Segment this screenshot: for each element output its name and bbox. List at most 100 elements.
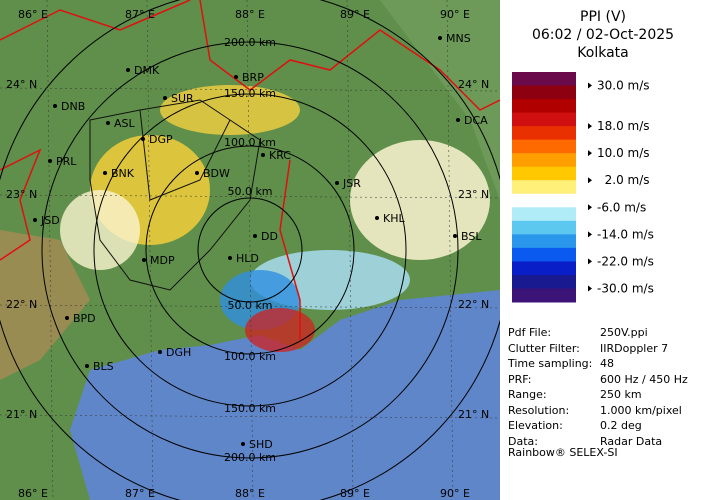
city-dot bbox=[33, 218, 37, 222]
scale-swatch bbox=[512, 126, 576, 141]
range-label: 100.0 km bbox=[224, 350, 276, 363]
city-dot bbox=[53, 104, 57, 108]
lat-label: 23° N bbox=[458, 188, 489, 201]
scale-swatch bbox=[512, 139, 576, 154]
city-label: JSR bbox=[342, 177, 361, 190]
city-label: BLS bbox=[93, 360, 114, 373]
city-dot bbox=[48, 159, 52, 163]
city-label: MNS bbox=[446, 32, 471, 45]
info-value: 48 bbox=[600, 357, 614, 370]
scale-swatch bbox=[512, 220, 576, 235]
scale-tick bbox=[588, 258, 592, 265]
scale-label: 2.0 m/s bbox=[597, 173, 650, 187]
scale-swatch bbox=[512, 288, 576, 303]
lon-label: 88° E bbox=[235, 8, 265, 21]
city-dot bbox=[335, 181, 339, 185]
parallel bbox=[0, 414, 500, 419]
scale-label: -22.0 m/s bbox=[597, 254, 654, 268]
info-value: Radar Data bbox=[600, 434, 663, 448]
border bbox=[0, 0, 500, 340]
terrain bbox=[380, 0, 500, 200]
city-dot bbox=[141, 137, 145, 141]
lat-label: 24° N bbox=[6, 78, 37, 91]
scale-swatch bbox=[512, 180, 576, 195]
city-label: PRL bbox=[56, 155, 77, 168]
scale-tick bbox=[588, 231, 592, 238]
scale-swatch bbox=[512, 193, 576, 208]
scale-swatch bbox=[512, 153, 576, 168]
lat-label: 22° N bbox=[6, 298, 37, 311]
parallel bbox=[0, 194, 500, 199]
scale-tick bbox=[588, 177, 592, 184]
radar-map: 86° E 86° E 87° E 87° E 88° E 88° E 89° E 89° E… bbox=[0, 0, 500, 500]
city-dot bbox=[106, 121, 110, 125]
city-dot bbox=[158, 350, 162, 354]
echo bbox=[60, 190, 140, 270]
meridian bbox=[446, 0, 454, 500]
city-dot bbox=[453, 234, 457, 238]
lon-label: 87° E bbox=[125, 487, 155, 500]
scale-label: -14.0 m/s bbox=[597, 227, 654, 241]
info-value: 1.000 km/pixel bbox=[600, 403, 682, 417]
lon-label: 90° E bbox=[440, 487, 470, 500]
city-dot bbox=[241, 442, 245, 446]
parallel bbox=[0, 304, 500, 309]
scale-tick bbox=[588, 123, 592, 130]
scale-label: -30.0 m/s bbox=[597, 281, 654, 295]
meridian bbox=[246, 0, 254, 500]
city-dot bbox=[85, 364, 89, 368]
info-key: PRF: bbox=[508, 372, 532, 386]
info-value: IIRDoppler 7 bbox=[600, 341, 669, 355]
range-ring bbox=[41, 41, 459, 459]
scale-swatch bbox=[512, 112, 576, 127]
range-rings bbox=[0, 0, 500, 500]
lon-label: 86° E bbox=[18, 487, 48, 500]
city-dot bbox=[65, 316, 69, 320]
color-scale: 30.0 m/s 18.0 m/s 10.0 m/s 2.0 m/s -6.0 m/s… bbox=[512, 72, 654, 303]
meridian bbox=[146, 0, 154, 500]
range-label: 50.0 km bbox=[227, 185, 272, 198]
district-border bbox=[89, 99, 261, 291]
city-label: SHD bbox=[249, 438, 273, 451]
time: 06:02 / 02-Oct-2025 bbox=[531, 27, 675, 43]
lat-label: 21° N bbox=[458, 408, 489, 421]
sea bbox=[70, 290, 500, 500]
scale-swatch bbox=[512, 274, 576, 289]
range-label: 200.0 km bbox=[224, 36, 276, 49]
scale-label: -6.0 m/s bbox=[597, 200, 646, 214]
info-key: Data: bbox=[508, 434, 538, 448]
footer: Rainbow® SELEX-SI bbox=[508, 446, 618, 459]
scale-label: 10.0 m/s bbox=[597, 146, 650, 160]
meridian bbox=[346, 0, 354, 500]
city-dot bbox=[456, 118, 460, 122]
info-key: Time sampling: bbox=[508, 357, 593, 370]
city-dot bbox=[163, 96, 167, 100]
side-panel: PPI (V) 06:02 / 02-Oct-2025 Kolkata 30.0… bbox=[500, 0, 706, 500]
lon-label: 90° E bbox=[440, 8, 470, 21]
range-label: 50.0 km bbox=[227, 299, 272, 312]
city-label: DD bbox=[261, 230, 278, 243]
scale-label: 18.0 m/s bbox=[597, 119, 650, 133]
city-label: DMK bbox=[134, 64, 160, 77]
city-label: BNK bbox=[111, 167, 135, 180]
lon-label: 88° E bbox=[235, 487, 265, 500]
range-ring bbox=[197, 197, 303, 303]
lon-label: 89° E bbox=[340, 487, 370, 500]
city-label: KRC bbox=[269, 149, 291, 162]
scale-swatch bbox=[512, 85, 576, 100]
lon-label: 86° E bbox=[18, 8, 48, 21]
echo bbox=[245, 308, 315, 352]
info-value: 250V.ppi bbox=[600, 326, 648, 339]
city-label: SUR bbox=[171, 92, 194, 105]
scale-swatch bbox=[512, 99, 576, 114]
scale-swatch bbox=[512, 234, 576, 249]
scale-swatch bbox=[512, 247, 576, 262]
info-value: 600 Hz / 450 Hz bbox=[600, 372, 688, 386]
scale-tick bbox=[588, 150, 592, 157]
parallel bbox=[0, 87, 500, 92]
info-key: Clutter Filter: bbox=[508, 341, 580, 355]
city-label: BDW bbox=[203, 167, 230, 180]
echo bbox=[160, 85, 300, 135]
city-label: MDP bbox=[150, 254, 175, 267]
